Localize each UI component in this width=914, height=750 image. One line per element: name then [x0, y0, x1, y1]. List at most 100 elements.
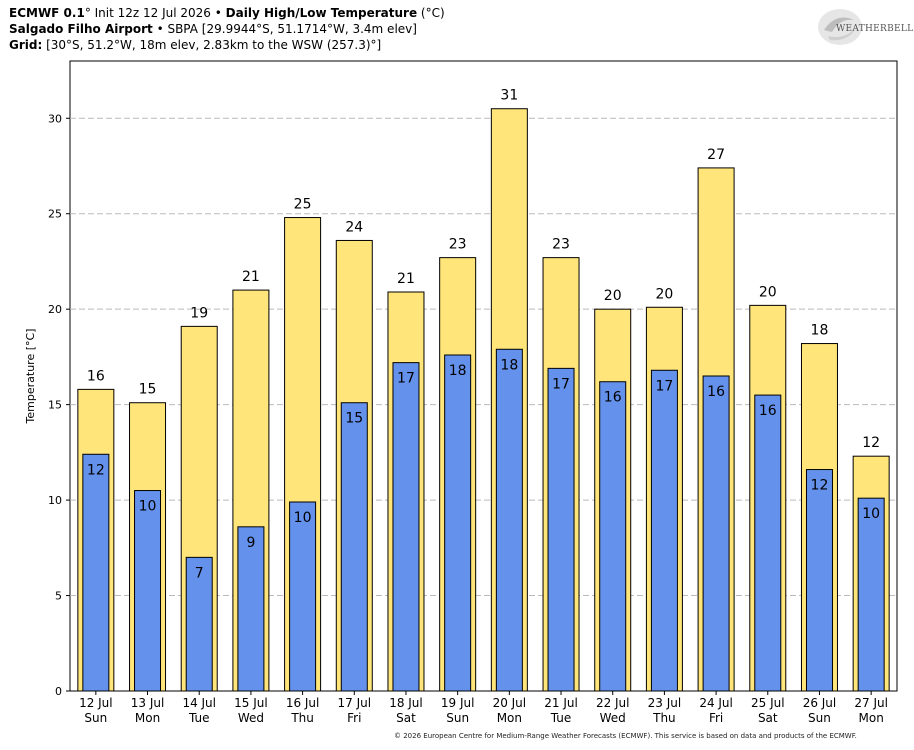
low-temp-bar	[134, 490, 162, 692]
low-temp-bar	[392, 362, 420, 692]
x-tick-date-label: 12 Jul	[79, 696, 113, 710]
high-temp-label: 23	[449, 237, 467, 253]
x-tick-day-label: Tue	[550, 711, 572, 725]
header-line-grid: Grid: [30°S, 51.2°W, 18m elev, 2.83km to…	[9, 38, 381, 53]
low-temp-label: 17	[552, 376, 570, 392]
low-temp-bar	[599, 381, 627, 692]
high-temp-label: 15	[139, 382, 157, 398]
high-temp-label: 20	[759, 284, 777, 300]
low-temp-label: 10	[294, 510, 312, 526]
low-temp-label: 12	[811, 478, 829, 494]
low-temp-bar	[340, 402, 368, 692]
x-tick-day-label: Mon	[497, 711, 522, 725]
low-temp-label: 16	[759, 403, 777, 419]
high-temp-label: 12	[862, 435, 880, 451]
low-temp-bar	[547, 367, 575, 692]
y-tick-label: 5	[55, 590, 62, 603]
x-tick-date-label: 26 Jul	[803, 696, 837, 710]
low-temp-bar	[82, 453, 110, 692]
low-temp-bar	[857, 497, 885, 692]
x-tick-day-label: Wed	[600, 711, 626, 725]
x-tick-day-label: Fri	[347, 711, 361, 725]
low-temp-label: 18	[449, 363, 467, 379]
product-units: (°C)	[417, 6, 445, 20]
high-temp-label: 18	[811, 323, 829, 339]
low-temp-bar	[702, 375, 730, 692]
x-tick-date-label: 14 Jul	[182, 696, 216, 710]
x-tick-day-label: Sun	[446, 711, 469, 725]
low-temp-label: 17	[655, 378, 673, 394]
x-tick-day-label: Sat	[396, 711, 416, 725]
x-tick-date-label: 20 Jul	[493, 696, 527, 710]
high-temp-label: 31	[500, 88, 518, 104]
y-tick-label: 25	[48, 208, 62, 221]
low-temp-bar	[754, 394, 782, 692]
init-time: ° Init 12z 12 Jul 2026 •	[84, 6, 226, 20]
low-temp-bar	[289, 501, 317, 692]
grid-details: [30°S, 51.2°W, 18m elev, 2.83km to the W…	[42, 38, 382, 52]
x-tick-day-label: Tue	[188, 711, 210, 725]
low-temp-bar	[805, 469, 833, 692]
low-temp-label: 10	[139, 499, 157, 515]
y-tick-label: 30	[48, 112, 62, 125]
low-temp-label: 18	[500, 357, 518, 373]
weatherbell-swirl-logo-icon	[818, 9, 862, 45]
x-tick-day-label: Mon	[859, 711, 884, 725]
low-temp-label: 15	[345, 411, 363, 427]
x-tick-day-label: Mon	[135, 711, 160, 725]
x-tick-date-label: 27 Jul	[854, 696, 888, 710]
copyright-footer: © 2026 European Centre for Medium-Range …	[394, 732, 857, 740]
high-temp-label: 25	[294, 197, 312, 213]
header-line-model: ECMWF 0.1° Init 12z 12 Jul 2026 • Daily …	[9, 6, 445, 21]
low-temp-label: 7	[195, 565, 204, 581]
x-tick-day-label: Thu	[652, 711, 676, 725]
y-tick-label: 10	[48, 494, 62, 507]
x-tick-day-label: Sun	[808, 711, 831, 725]
x-tick-day-label: Fri	[709, 711, 723, 725]
high-temp-label: 27	[707, 147, 725, 163]
high-temp-label: 16	[87, 368, 105, 384]
high-temp-label: 24	[345, 219, 363, 235]
x-tick-day-label: Wed	[238, 711, 264, 725]
x-tick-date-label: 24 Jul	[699, 696, 733, 710]
low-temp-bar	[237, 526, 265, 692]
low-temp-label: 17	[397, 371, 415, 387]
x-tick-date-label: 23 Jul	[648, 696, 682, 710]
high-temp-label: 21	[242, 269, 260, 285]
low-temp-label: 16	[707, 384, 725, 400]
x-tick-date-label: 16 Jul	[286, 696, 320, 710]
station-name: Salgado Filho Airport	[9, 22, 153, 36]
y-tick-label: 0	[55, 685, 62, 698]
low-temp-label: 10	[862, 506, 880, 522]
low-temp-label: 16	[604, 390, 622, 406]
header-line-station: Salgado Filho Airport • SBPA [29.9944°S,…	[9, 22, 417, 37]
y-tick-label: 15	[48, 399, 62, 412]
x-tick-day-label: Sun	[84, 711, 107, 725]
x-tick-date-label: 18 Jul	[389, 696, 423, 710]
x-tick-day-label: Thu	[290, 711, 314, 725]
station-details: • SBPA [29.9944°S, 51.1714°W, 3.4m elev]	[152, 22, 417, 36]
low-temp-label: 12	[87, 462, 105, 478]
x-tick-day-label: Sat	[758, 711, 778, 725]
low-temp-bar	[650, 369, 678, 692]
high-temp-label: 20	[604, 288, 622, 304]
x-tick-date-label: 21 Jul	[544, 696, 578, 710]
low-temp-label: 9	[246, 535, 255, 551]
model-name: ECMWF 0.1	[9, 6, 85, 20]
x-tick-date-label: 19 Jul	[441, 696, 475, 710]
high-temp-label: 23	[552, 237, 570, 253]
grid-label: Grid:	[9, 38, 43, 52]
y-tick-label: 20	[48, 303, 62, 316]
x-tick-date-label: 15 Jul	[234, 696, 268, 710]
x-tick-date-label: 17 Jul	[338, 696, 372, 710]
x-tick-date-label: 25 Jul	[751, 696, 785, 710]
low-temp-bar	[444, 354, 472, 692]
product-name: Daily High/Low Temperature	[225, 6, 418, 20]
logo-text: WEATHERBELL	[836, 24, 914, 34]
high-temp-label: 21	[397, 271, 415, 287]
y-axis-label: Temperature [°C]	[24, 329, 37, 425]
high-temp-label: 20	[655, 286, 673, 302]
x-tick-date-label: 22 Jul	[596, 696, 630, 710]
